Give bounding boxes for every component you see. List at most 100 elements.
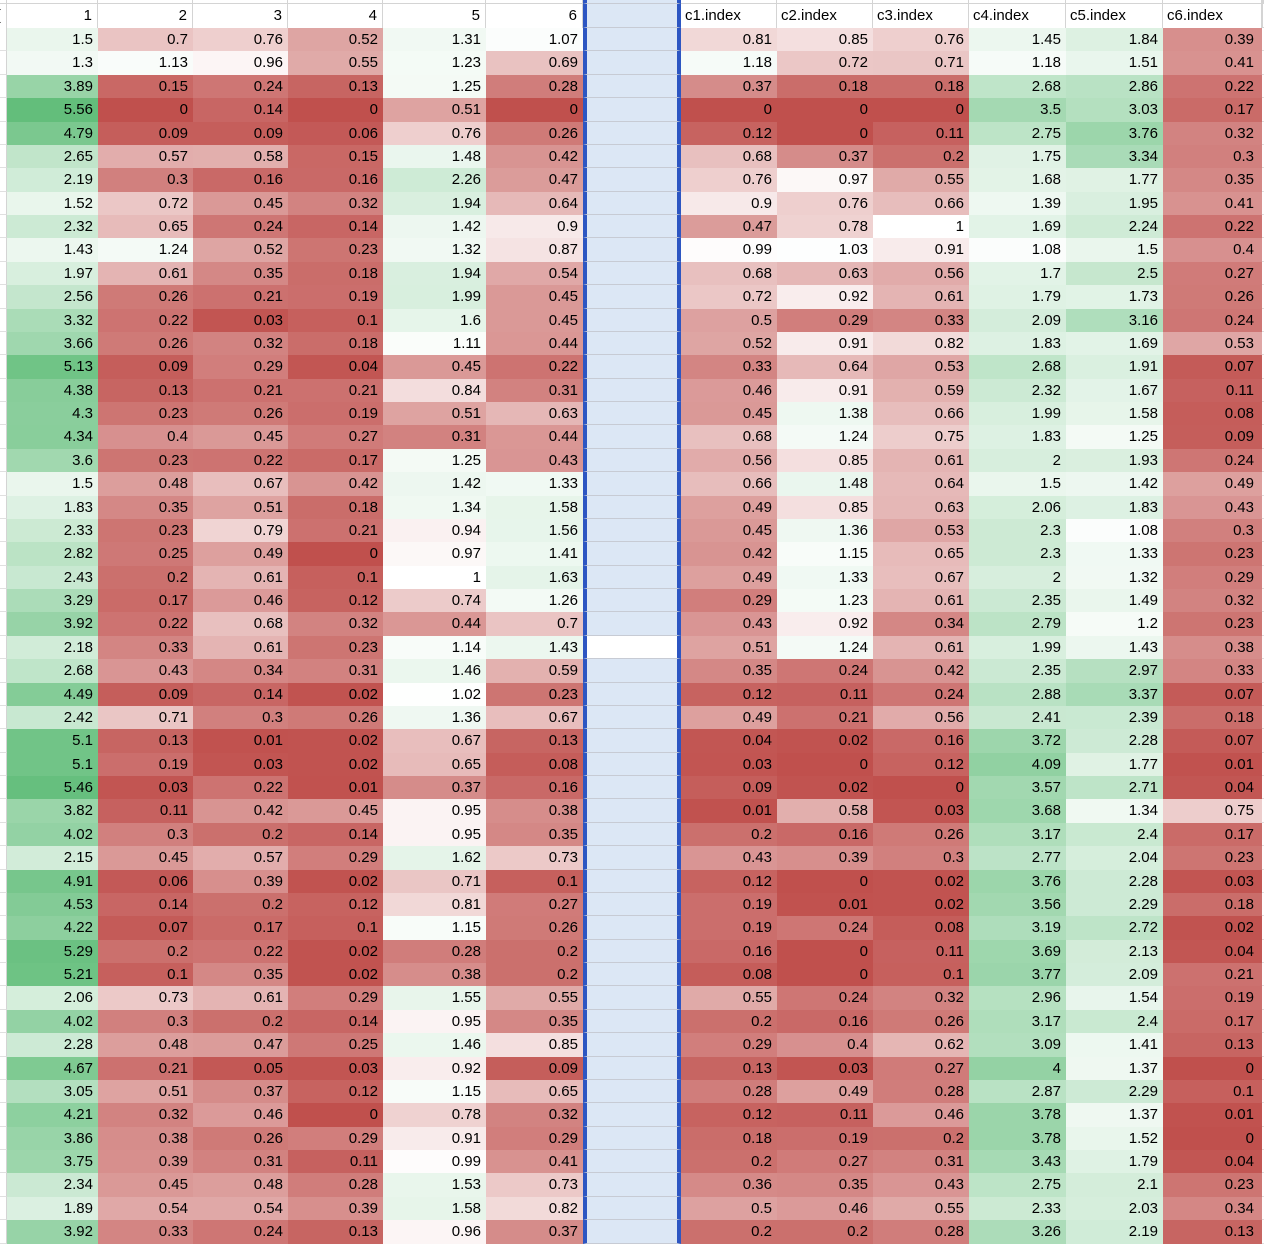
cell[interactable]: 3.92 [7, 612, 98, 636]
cell[interactable]: 0.95 [383, 799, 486, 823]
cell[interactable]: 0.68 [681, 144, 777, 169]
row-gutter-cell[interactable] [0, 1079, 7, 1104]
cell[interactable]: 0.26 [1163, 285, 1262, 309]
cell[interactable]: 0.51 [681, 635, 777, 660]
cell[interactable]: 0.25 [98, 542, 193, 566]
cell[interactable]: 0.59 [873, 378, 969, 402]
cell[interactable]: 0.73 [486, 1173, 583, 1197]
cell[interactable]: 0.03 [873, 799, 969, 823]
cell[interactable]: 0.99 [383, 1150, 486, 1174]
cell[interactable]: 0.08 [1163, 402, 1262, 426]
cell[interactable]: 3.78 [969, 1126, 1066, 1150]
cell[interactable]: 0.45 [681, 518, 777, 543]
cell[interactable]: 0.45 [193, 191, 288, 215]
cell[interactable]: 0.18 [288, 261, 383, 286]
cell[interactable]: 3.29 [7, 589, 98, 613]
cell[interactable]: 0.51 [383, 402, 486, 426]
cell[interactable]: 0.45 [486, 308, 583, 332]
cell[interactable]: 3.82 [7, 799, 98, 823]
cell[interactable]: 0.45 [681, 402, 777, 426]
cell[interactable]: 0.48 [98, 472, 193, 496]
cell[interactable]: 0.11 [288, 1150, 383, 1174]
cell[interactable]: 0.32 [486, 1103, 583, 1127]
cell[interactable]: 0.13 [98, 729, 193, 753]
cell[interactable]: 0.37 [193, 1079, 288, 1104]
row-gutter-cell[interactable] [0, 285, 7, 309]
cell[interactable]: 0.29 [193, 355, 288, 379]
cell[interactable]: 1.3 [7, 51, 98, 75]
cell[interactable]: 0.39 [193, 869, 288, 893]
row-gutter-cell[interactable] [0, 659, 7, 683]
cell[interactable]: 0.1 [98, 963, 193, 987]
selected-column-cell[interactable] [583, 822, 681, 847]
selected-column-cell[interactable] [583, 191, 681, 215]
cell[interactable]: 0.56 [873, 705, 969, 730]
cell[interactable]: 0.24 [1163, 448, 1262, 473]
cell[interactable]: 3.34 [1066, 144, 1163, 169]
cell[interactable]: 2.32 [7, 215, 98, 239]
cell[interactable]: 0.32 [873, 986, 969, 1010]
cell[interactable]: 0.39 [98, 1150, 193, 1174]
cell[interactable]: 1.48 [383, 144, 486, 169]
cell[interactable]: 0 [873, 98, 969, 122]
cell[interactable]: 0.19 [288, 285, 383, 309]
cell[interactable]: 0.49 [681, 565, 777, 589]
cell[interactable]: 1.67 [1066, 378, 1163, 402]
cell[interactable]: 0.19 [777, 1126, 873, 1150]
cell[interactable]: 0.72 [777, 51, 873, 75]
cell[interactable]: 1.58 [486, 495, 583, 519]
cell[interactable]: 0.67 [486, 705, 583, 730]
cell[interactable]: 5.1 [7, 752, 98, 776]
cell[interactable]: 1.08 [969, 238, 1066, 262]
cell[interactable]: 0.46 [681, 378, 777, 402]
cell[interactable]: 1.55 [383, 986, 486, 1010]
cell[interactable]: 0.23 [98, 402, 193, 426]
cell[interactable]: 2.86 [1066, 74, 1163, 99]
cell[interactable]: 0.26 [98, 285, 193, 309]
row-gutter-cell[interactable] [0, 1126, 7, 1150]
cell[interactable]: 0.76 [777, 191, 873, 215]
cell[interactable]: 2.75 [969, 1173, 1066, 1197]
cell[interactable]: 0.06 [98, 869, 193, 893]
cell[interactable]: 0.37 [777, 144, 873, 169]
cell[interactable]: 0.71 [873, 51, 969, 75]
cell[interactable]: 0.1 [288, 916, 383, 940]
cell[interactable]: 0.02 [288, 963, 383, 987]
cell[interactable]: 1.42 [383, 215, 486, 239]
row-gutter-cell[interactable] [0, 986, 7, 1010]
cell[interactable]: 1.58 [1066, 402, 1163, 426]
cell[interactable]: 0.76 [193, 28, 288, 52]
cell[interactable]: 0.63 [873, 495, 969, 519]
cell[interactable]: 0.21 [1163, 963, 1262, 987]
cell[interactable]: 2.19 [7, 168, 98, 192]
cell[interactable]: 0.16 [681, 939, 777, 963]
row-gutter-cell[interactable] [0, 191, 7, 215]
cell[interactable]: 4.34 [7, 425, 98, 449]
cell[interactable]: 0.2 [193, 1009, 288, 1034]
cell[interactable]: 0.02 [288, 752, 383, 776]
selected-column-cell[interactable] [583, 331, 681, 356]
row-gutter-cell[interactable] [0, 51, 7, 75]
cell[interactable]: 3.75 [7, 1150, 98, 1174]
cell[interactable]: 0.02 [777, 729, 873, 753]
row-gutter-cell[interactable] [0, 682, 7, 706]
cell[interactable]: 0.03 [681, 752, 777, 776]
cell[interactable]: 0 [777, 869, 873, 893]
cell[interactable]: 2 [969, 448, 1066, 473]
cell[interactable]: 0.26 [873, 822, 969, 847]
row-gutter-cell[interactable] [0, 98, 7, 122]
cell[interactable]: 0.35 [486, 822, 583, 847]
cell[interactable]: 0.13 [98, 378, 193, 402]
cell[interactable]: 2.29 [1066, 1079, 1163, 1104]
cell[interactable]: 0.76 [383, 121, 486, 145]
cell[interactable]: 0.1 [873, 963, 969, 987]
cell[interactable]: 2.68 [969, 74, 1066, 99]
cell[interactable]: 0.14 [288, 215, 383, 239]
column-header[interactable]: 2 [98, 4, 193, 28]
cell[interactable]: 0.37 [383, 776, 486, 800]
selected-column-cell[interactable] [583, 542, 681, 566]
cell[interactable]: 0.16 [288, 168, 383, 192]
cell[interactable]: 0.3 [98, 822, 193, 847]
cell[interactable]: 0.31 [383, 425, 486, 449]
cell[interactable]: 3.66 [7, 331, 98, 356]
